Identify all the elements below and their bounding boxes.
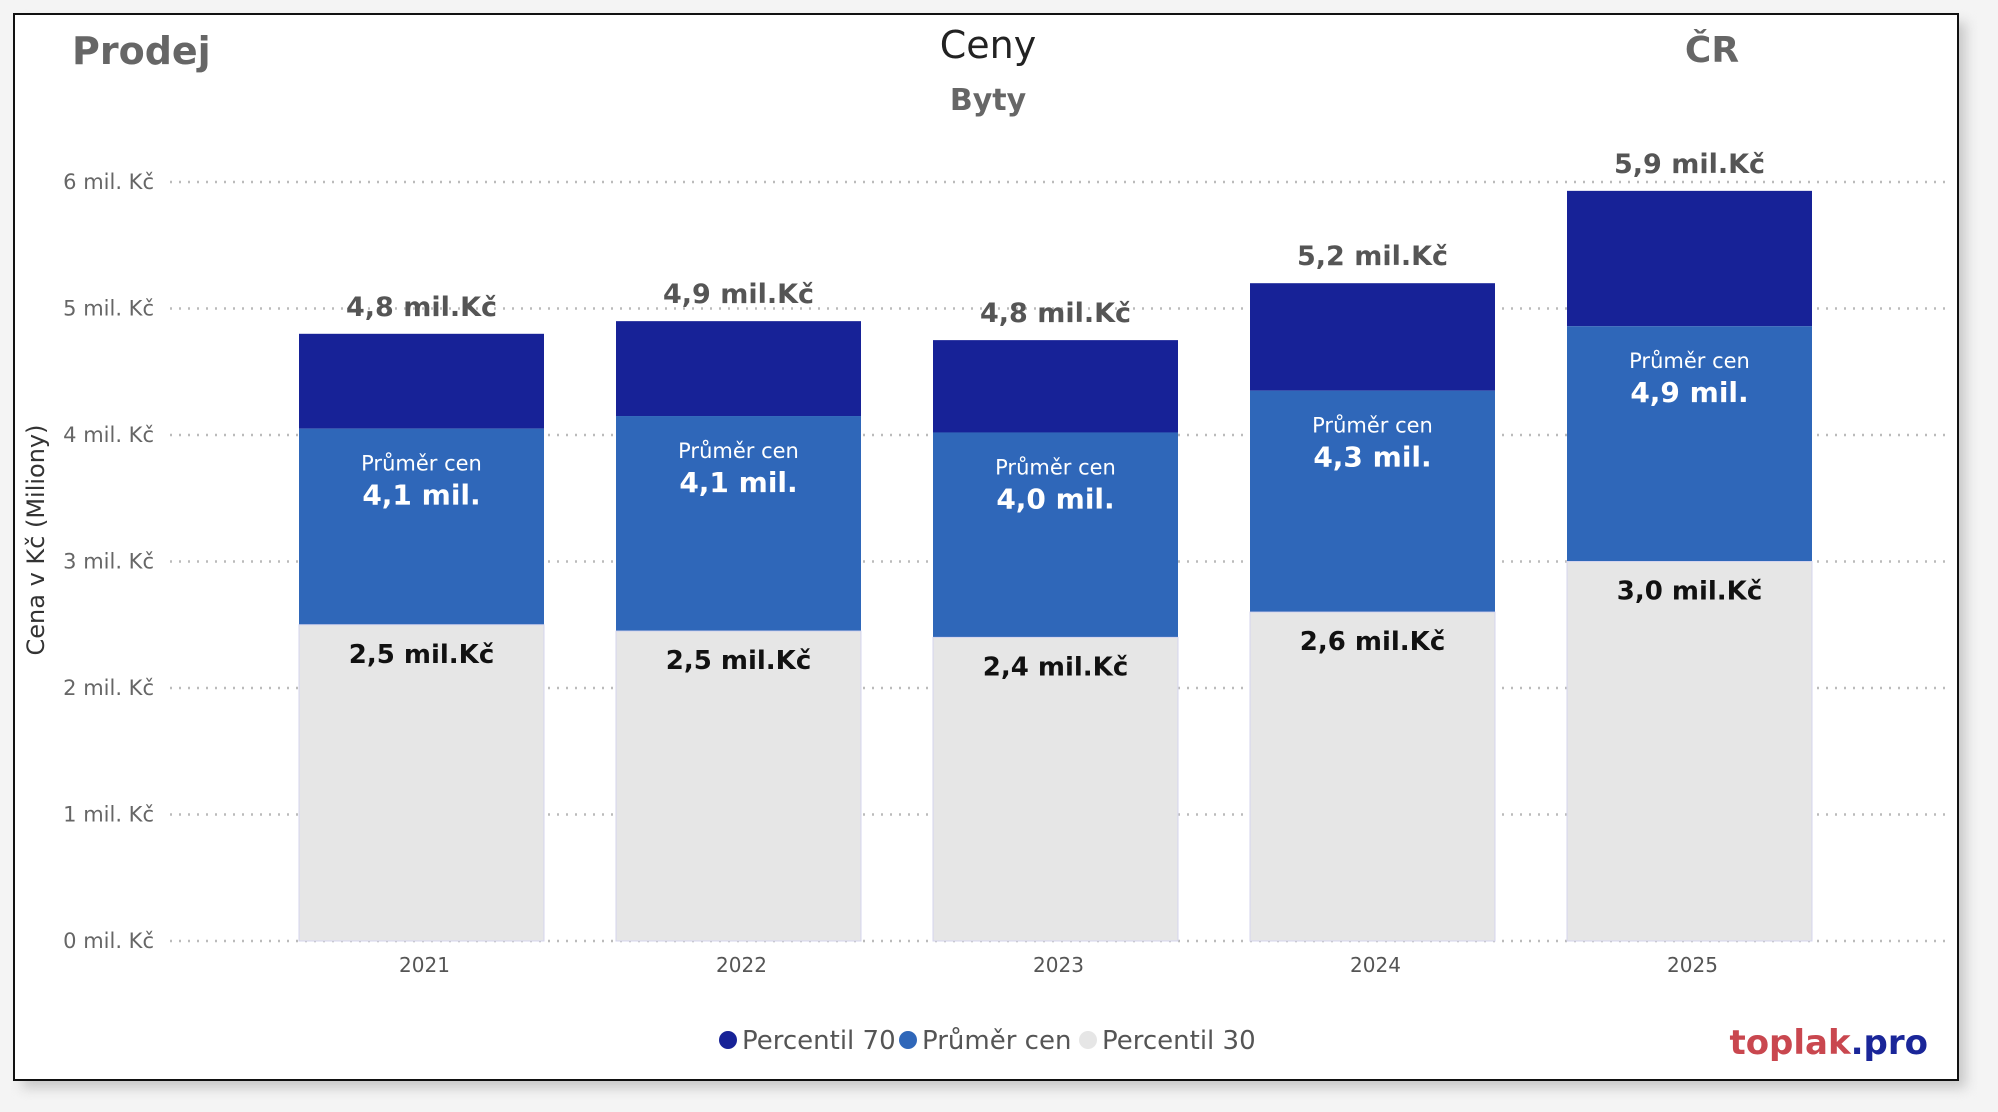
bar-prumer-cen [933, 432, 1178, 638]
bar-percentil-30 [1566, 561, 1813, 942]
data-label-prumer-cen: 4,9 mil. [1630, 376, 1748, 409]
bar-percentil-70 [1567, 190, 1812, 327]
header-right: ČR [1685, 29, 1739, 71]
legend-label: Percentil 30 [1102, 1026, 1256, 1056]
bar-prumer-cen [299, 428, 544, 625]
x-tick-label: 2025 [1667, 953, 1718, 977]
data-label-caption: Průměr cen [678, 439, 799, 463]
bar-prumer-cen [616, 416, 861, 632]
data-label-prumer-cen: 4,0 mil. [996, 482, 1114, 515]
data-label-percentil-70: 5,2 mil.Kč [1297, 241, 1448, 272]
legend-marker [899, 1031, 917, 1049]
y-tick-label: 6 mil. Kč [63, 170, 154, 194]
chart-title: Ceny [940, 23, 1036, 67]
legend-label: Průměr cen [922, 1026, 1071, 1056]
y-tick-label: 5 mil. Kč [63, 297, 154, 321]
brand-logo: toplak.pro [1729, 1023, 1928, 1063]
bar-percentil-30 [1249, 611, 1496, 942]
data-label-caption: Průměr cen [1629, 349, 1750, 373]
bar-percentil-70 [616, 321, 861, 417]
data-label-percentil-30: 2,6 mil.Kč [1300, 627, 1445, 657]
brand-part2: .pro [1851, 1023, 1928, 1063]
data-label-percentil-70: 4,8 mil.Kč [980, 298, 1131, 329]
legend-label: Percentil 70 [742, 1026, 896, 1056]
data-label-prumer-cen: 4,1 mil. [679, 466, 797, 499]
y-tick-label: 3 mil. Kč [63, 550, 154, 574]
bar-percentil-70 [299, 333, 544, 429]
data-label-percentil-70: 4,8 mil.Kč [346, 292, 497, 323]
chart-subtitle: Byty [950, 83, 1027, 118]
y-tick-label: 1 mil. Kč [63, 803, 154, 827]
brand-part1: toplak [1729, 1023, 1852, 1063]
bar-percentil-30 [932, 636, 1179, 942]
y-tick-label: 4 mil. Kč [63, 423, 154, 447]
legend-marker [719, 1031, 737, 1049]
data-label-percentil-30: 2,5 mil.Kč [666, 646, 811, 676]
data-label-caption: Průměr cen [1312, 414, 1433, 438]
bar-percentil-30 [615, 630, 862, 942]
data-label-percentil-70: 5,9 mil.Kč [1614, 149, 1765, 180]
data-label-percentil-30: 3,0 mil.Kč [1617, 577, 1762, 607]
data-label-percentil-30: 2,4 mil.Kč [983, 652, 1128, 682]
x-tick-label: 2024 [1350, 953, 1401, 977]
x-tick-label: 2023 [1033, 953, 1084, 977]
bar-prumer-cen [1250, 390, 1495, 613]
legend: Percentil 70 Průměr cen Percentil 30 [719, 1026, 1256, 1056]
bar-percentil-70 [1250, 283, 1495, 391]
bar-prumer-cen [1567, 326, 1812, 562]
header-left: Prodej [72, 29, 211, 73]
x-tick-label: 2021 [399, 953, 450, 977]
data-label-caption: Průměr cen [361, 452, 482, 476]
legend-marker [1079, 1031, 1097, 1049]
data-label-percentil-30: 2,5 mil.Kč [349, 640, 494, 670]
y-tick-label: 0 mil. Kč [63, 929, 154, 953]
data-label-caption: Průměr cen [995, 455, 1116, 479]
data-label-prumer-cen: 4,1 mil. [362, 479, 480, 512]
y-axis-label: Cena v Kč (Miliony) [22, 425, 50, 656]
data-label-prumer-cen: 4,3 mil. [1313, 441, 1431, 474]
bar-percentil-70 [933, 340, 1178, 433]
x-tick-label: 2022 [716, 953, 767, 977]
y-tick-label: 2 mil. Kč [63, 676, 154, 700]
bar-percentil-30 [298, 624, 545, 942]
data-label-percentil-70: 4,9 mil.Kč [663, 279, 814, 310]
